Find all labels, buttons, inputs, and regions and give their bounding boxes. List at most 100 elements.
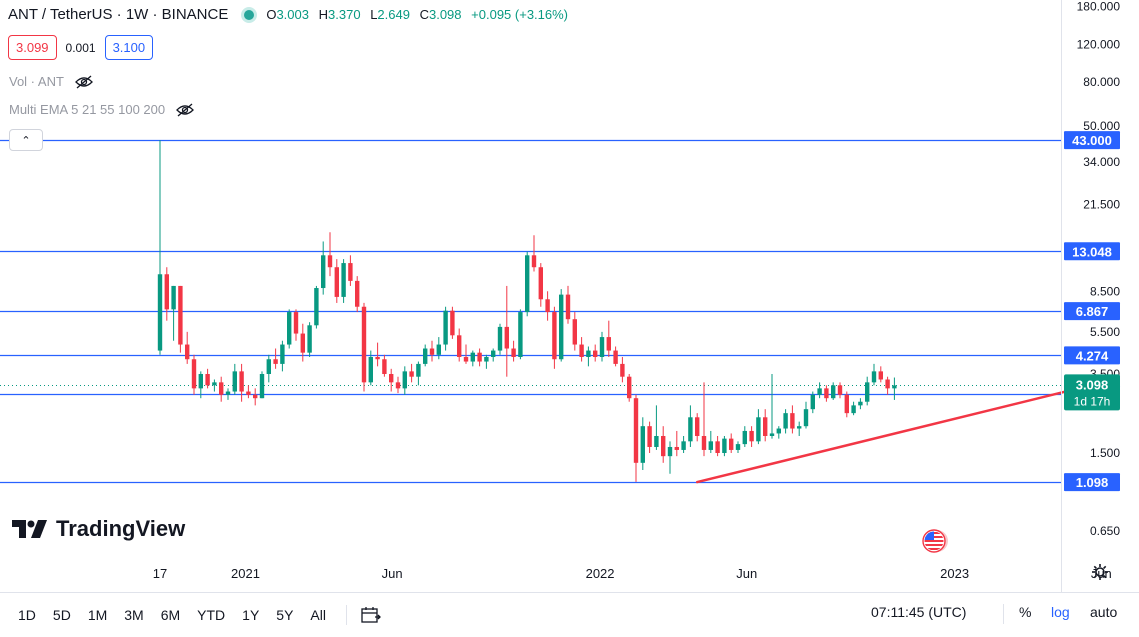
- candle-body: [375, 356, 380, 360]
- settings-gear-icon[interactable]: [1091, 563, 1109, 581]
- eye-hidden-icon[interactable]: [74, 75, 94, 89]
- price-axis[interactable]: 180.000 120.000 80.000 50.000 34.000 21.500 8.…: [1077, 0, 1121, 538]
- log-scale-toggle[interactable]: log: [1051, 604, 1070, 620]
- y-tick-label: 120.000: [1077, 37, 1121, 51]
- volume-indicator[interactable]: Vol · ANT: [9, 74, 94, 89]
- candle-body: [613, 350, 618, 364]
- candle-body: [191, 359, 197, 389]
- candle-body: [484, 356, 489, 362]
- candle-body: [579, 344, 584, 357]
- candle-body: [688, 417, 693, 442]
- horizontal-levels: [0, 139, 1061, 484]
- percent-scale-toggle[interactable]: %: [1019, 604, 1032, 620]
- candle-body: [518, 312, 523, 357]
- change-value: +0.095 (+3.16%): [471, 7, 569, 22]
- candle-body: [395, 382, 401, 389]
- candle-body: [599, 337, 605, 357]
- candle-body: [851, 405, 856, 414]
- ema-indicator[interactable]: Multi EMA 5 21 55 100 200: [9, 102, 195, 117]
- toolbar-divider: [1003, 604, 1004, 624]
- candle-body: [817, 388, 822, 395]
- close-value: 3.098: [428, 7, 462, 22]
- toolbar-divider: [345, 605, 347, 625]
- ohlc-values: O3.003 H3.370 L2.649 C3.098 +0.095 (+3.1…: [266, 7, 569, 22]
- range-1m-button[interactable]: 1M: [87, 607, 108, 623]
- high-value: 3.370: [328, 7, 361, 22]
- candle-body: [293, 312, 299, 334]
- candle-body: [681, 441, 686, 450]
- candle-body: [871, 371, 877, 383]
- y-tick-label: 21.500: [1083, 198, 1120, 212]
- candle-body: [273, 359, 278, 364]
- range-5d-button[interactable]: 5D: [52, 607, 71, 623]
- range-6m-button[interactable]: 6M: [160, 607, 181, 623]
- candle-body: [232, 371, 237, 392]
- spread-value: 0.001: [65, 40, 96, 55]
- candle-body: [157, 274, 163, 351]
- y-tick-label: 80.000: [1083, 75, 1120, 89]
- candle-body: [259, 373, 265, 399]
- price-axis-labels: 43.00013.0486.8674.2742.8201.0983.0981d …: [1061, 0, 1120, 592]
- y-tick-label: 50.000: [1083, 119, 1120, 133]
- candle-body: [477, 352, 482, 362]
- candle-body: [361, 306, 367, 383]
- candle-body: [552, 312, 557, 360]
- range-1y-button[interactable]: 1Y: [242, 607, 260, 623]
- buy-price-button[interactable]: 3.100: [104, 35, 154, 60]
- ema-label: Multi EMA 5 21 55 100 200: [9, 102, 166, 117]
- candle-body: [205, 373, 210, 386]
- candle-body: [810, 394, 815, 410]
- y-tick-label: 0.650: [1090, 524, 1120, 538]
- candle-body: [429, 348, 435, 355]
- candle-body: [620, 363, 625, 377]
- x-tick-label: 2022: [586, 566, 615, 581]
- x-tick-label: Jun: [736, 566, 757, 581]
- candle-body: [565, 294, 571, 320]
- symbol-title[interactable]: ANT / TetherUS · 1W · BINANCE: [8, 6, 229, 23]
- candle-body: [865, 382, 870, 402]
- candle-body: [416, 363, 421, 377]
- range-1d-button[interactable]: 1D: [18, 607, 36, 623]
- candle-body: [185, 344, 190, 360]
- candle-body: [246, 391, 251, 395]
- y-tick-label: 180.000: [1077, 0, 1121, 14]
- sell-price-button[interactable]: 3.099: [8, 35, 57, 60]
- candle-body: [837, 385, 843, 395]
- candle-body: [803, 409, 809, 427]
- candle-body: [695, 417, 700, 436]
- candle-body: [654, 435, 659, 447]
- candle-body: [450, 310, 455, 336]
- price-chart[interactable]: 180.000 120.000 80.000 50.000 34.000 21.500 8.…: [0, 0, 1139, 592]
- low-value: 2.649: [377, 7, 410, 22]
- utc-clock[interactable]: 07:11:45 (UTC): [871, 604, 967, 620]
- collapse-legend-button[interactable]: ⌃: [9, 129, 43, 151]
- calendar-goto-icon[interactable]: [361, 606, 381, 624]
- candle-body: [606, 337, 611, 351]
- tradingview-logo[interactable]: TradingView: [12, 516, 185, 542]
- range-5y-button[interactable]: 5Y: [276, 607, 294, 623]
- trend-line-group: [695, 385, 1087, 484]
- candle-body: [402, 371, 407, 389]
- candle-body: [633, 398, 639, 463]
- y-tick-label: 5.500: [1090, 325, 1120, 339]
- range-all-button[interactable]: All: [310, 607, 326, 623]
- candle-body: [457, 335, 462, 357]
- time-axis[interactable]: 17 2021 Jun 2022 Jun 2023 Jun: [153, 566, 1112, 581]
- candle-body: [708, 441, 713, 450]
- range-3m-button[interactable]: 3M: [124, 607, 144, 623]
- range-ytd-button[interactable]: YTD: [197, 607, 226, 623]
- bottom-toolbar: 1D 5D 1M 3M 6M YTD 1Y 5Y All: [0, 592, 1139, 637]
- candle-body: [280, 344, 285, 364]
- us-flag-icon[interactable]: [922, 528, 948, 554]
- candle-body: [171, 285, 176, 310]
- auto-scale-toggle[interactable]: auto: [1090, 604, 1118, 620]
- candle-body: [423, 348, 428, 364]
- eye-hidden-icon[interactable]: [175, 103, 195, 117]
- candle-body: [538, 267, 543, 300]
- candle-body: [497, 326, 503, 351]
- candle-body: [253, 394, 258, 399]
- level-price-label: 4.274: [1076, 348, 1109, 363]
- level-price-label-bg: [1064, 242, 1120, 261]
- candle-body: [239, 371, 244, 392]
- candle-body: [389, 373, 394, 383]
